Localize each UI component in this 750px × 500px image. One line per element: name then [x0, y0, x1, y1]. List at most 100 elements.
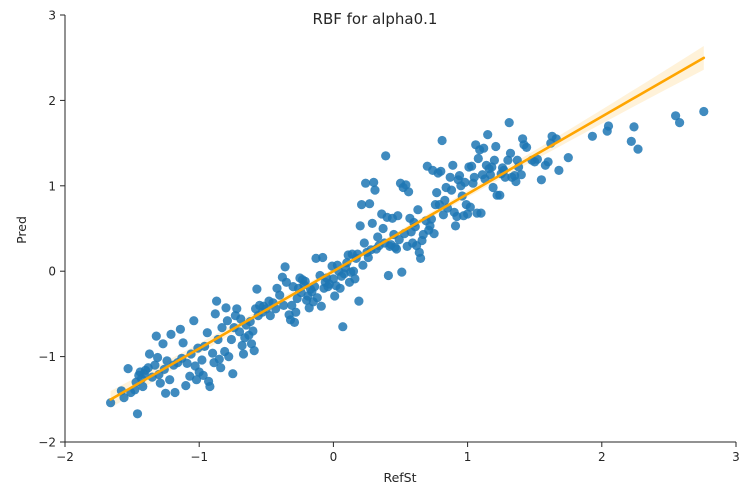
- scatter-point: [495, 190, 505, 200]
- scatter-point: [191, 375, 202, 385]
- scatter-point: [394, 235, 404, 245]
- regression-line: [109, 56, 706, 401]
- y-tick-label: −1: [38, 350, 56, 364]
- scatter-point: [437, 135, 447, 146]
- scatter-point: [228, 369, 238, 379]
- scatter-point: [226, 334, 236, 345]
- scatter-point: [436, 166, 446, 176]
- scatter-point: [626, 136, 636, 146]
- scatter-point: [367, 218, 377, 228]
- scatter-point: [488, 182, 498, 193]
- regression-line-layer: [109, 56, 706, 401]
- scatter-point: [370, 185, 380, 195]
- scatter-point: [119, 393, 129, 403]
- scatter-point: [378, 223, 388, 234]
- scatter-point: [280, 262, 290, 272]
- scatter-point: [237, 340, 247, 351]
- scatter-point: [505, 148, 516, 158]
- scatter-point: [504, 118, 514, 128]
- scatter-point: [158, 339, 168, 349]
- scatter-point: [416, 253, 426, 263]
- scatter-point: [178, 338, 188, 348]
- y-tick-label: 0: [48, 265, 56, 279]
- y-ticks-layer: −2 −1 0 1 2 3: [38, 9, 65, 450]
- x-tick-label: 1: [464, 450, 472, 464]
- x-ticks-layer: −2 −1 0 1 2 3: [56, 442, 740, 464]
- scatter-point: [358, 260, 368, 270]
- confidence-band-layer: [110, 46, 704, 408]
- y-tick-label: −2: [38, 436, 56, 450]
- x-tick-label: −2: [56, 450, 74, 464]
- scatter-point: [348, 266, 359, 276]
- scatter-point: [633, 144, 643, 154]
- y-tick-label: 2: [48, 94, 56, 108]
- scatter-point: [224, 352, 234, 362]
- regression-confidence-band: [110, 46, 704, 408]
- scatter-point: [312, 293, 322, 303]
- scatter-point: [198, 370, 208, 380]
- scatter-point: [485, 170, 495, 180]
- scatter-point: [363, 252, 373, 263]
- scatter-point: [279, 300, 289, 310]
- scatter-point: [182, 358, 192, 368]
- scatter-point: [476, 208, 486, 218]
- scatter-point: [150, 360, 160, 370]
- scatter-point: [440, 195, 450, 205]
- scatter-point: [197, 355, 207, 365]
- scatter-point: [212, 296, 222, 306]
- x-tick-label: −1: [190, 450, 208, 464]
- scatter-point: [401, 180, 411, 190]
- scatter-point: [217, 323, 227, 333]
- scatter-point: [214, 354, 224, 364]
- scatter-point: [181, 381, 191, 391]
- y-tick-label: 1: [48, 179, 56, 193]
- scatter-point: [155, 378, 165, 388]
- scatter-point: [397, 267, 407, 277]
- scatter-point: [153, 352, 163, 363]
- scatter-point: [205, 381, 215, 392]
- scatter-point: [138, 381, 148, 392]
- scatter-point: [446, 185, 457, 195]
- scatter-point: [166, 329, 176, 339]
- scatter-point: [393, 211, 403, 221]
- scatter-point: [587, 131, 598, 141]
- scatter-point: [175, 324, 185, 334]
- scatter-point: [311, 253, 321, 263]
- scatter-point: [189, 316, 199, 326]
- y-tick-label: 3: [48, 9, 56, 23]
- scatter-point: [522, 142, 532, 152]
- scatter-point: [503, 155, 513, 165]
- scatter-point: [469, 172, 479, 182]
- scatter-point: [151, 331, 161, 341]
- chart-title: RBF for alpha0.1: [313, 10, 438, 28]
- scatter-point: [252, 284, 262, 294]
- x-tick-label: 2: [598, 450, 606, 464]
- scatter-point: [536, 175, 547, 185]
- scatter-point: [429, 229, 439, 239]
- x-axis-label: RefSt: [383, 470, 416, 485]
- scatter-point: [287, 300, 297, 310]
- x-tick-label: 3: [732, 450, 740, 464]
- scatter-point: [236, 314, 246, 324]
- scatter-point: [291, 307, 301, 317]
- scatter-point: [450, 221, 461, 231]
- scatter-point: [234, 327, 245, 337]
- scatter-point: [248, 326, 258, 336]
- scatter-point: [516, 170, 526, 180]
- scatter-point: [452, 211, 462, 222]
- scatter-point: [335, 283, 345, 293]
- scatter-point: [603, 121, 614, 131]
- scatter-point: [357, 200, 367, 210]
- scatter-point: [465, 202, 475, 212]
- scatter-point: [454, 171, 465, 181]
- scatter-point: [369, 177, 379, 187]
- scatter-point: [463, 209, 473, 219]
- scatter-point: [316, 301, 326, 311]
- scatter-point: [222, 316, 232, 326]
- scatter-point: [123, 364, 133, 374]
- scatter-point: [170, 387, 180, 398]
- scatter-point: [473, 153, 483, 164]
- scatter-point: [354, 296, 364, 306]
- scatter-point: [249, 346, 259, 356]
